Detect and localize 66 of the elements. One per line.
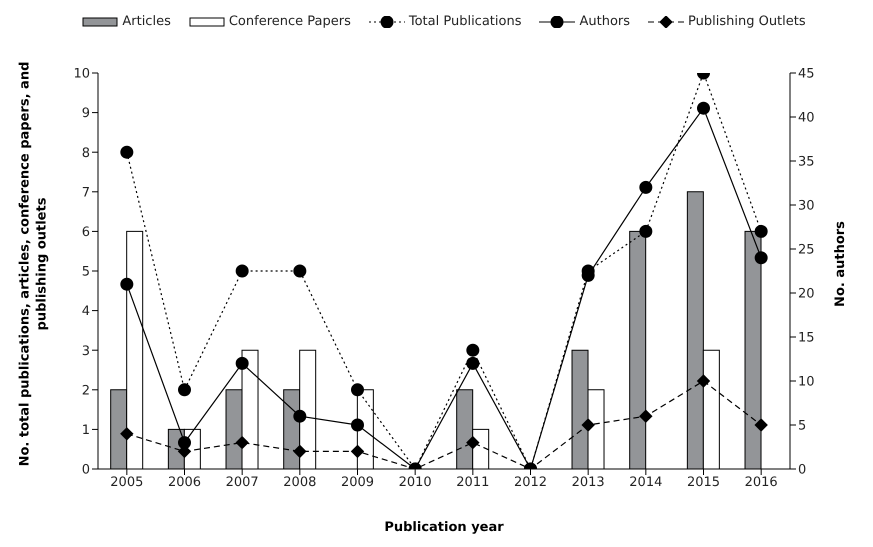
y-axis-title: No. total publications, articles, conference papers, and publishing outlets bbox=[16, 60, 50, 468]
x-tick-label: 2010 bbox=[398, 475, 432, 490]
x-tick-label: 2005 bbox=[110, 475, 144, 490]
x-tick-label: 2011 bbox=[456, 475, 490, 490]
x-tick-label: 2006 bbox=[168, 475, 202, 490]
point bbox=[120, 278, 134, 291]
x-tick-label: 2008 bbox=[283, 475, 316, 490]
x-tick-label: 2007 bbox=[226, 475, 259, 490]
legend-label: Authors bbox=[579, 14, 630, 29]
y-tick-label: 2 bbox=[82, 383, 90, 398]
x-tick-label: 2014 bbox=[629, 475, 662, 490]
point bbox=[178, 383, 191, 396]
legend-label: Articles bbox=[122, 14, 171, 29]
point bbox=[697, 102, 710, 115]
y-tick-label: 6 bbox=[82, 225, 90, 240]
point bbox=[351, 444, 364, 458]
y2-axis-title: No. authors bbox=[833, 220, 849, 308]
point bbox=[120, 146, 134, 159]
y-tick-label: 9 bbox=[82, 106, 90, 122]
y2-tick-label: 30 bbox=[798, 198, 815, 214]
point bbox=[754, 251, 768, 264]
y2-tick-label: 15 bbox=[798, 330, 815, 346]
point bbox=[697, 374, 710, 388]
point bbox=[236, 436, 249, 450]
point bbox=[120, 427, 134, 440]
y-tick-label: 10 bbox=[73, 66, 90, 82]
y2-tick-label: 25 bbox=[798, 242, 815, 258]
y2-tick-label: 5 bbox=[798, 418, 806, 434]
y-tick-label: 7 bbox=[82, 185, 90, 200]
point bbox=[639, 224, 652, 238]
x-tick-label: 2016 bbox=[744, 475, 778, 490]
x-tick-label: 2012 bbox=[514, 475, 548, 490]
y-tick-label: 1 bbox=[82, 423, 90, 438]
x-tick-label: 2009 bbox=[340, 475, 374, 490]
point bbox=[754, 224, 768, 238]
y2-tick-label: 10 bbox=[798, 374, 815, 390]
y-tick-label: 3 bbox=[82, 344, 90, 359]
legend-label: Conference Papers bbox=[228, 14, 351, 29]
y-tick-label: 5 bbox=[82, 264, 90, 280]
x-tick-label: 2013 bbox=[572, 475, 605, 490]
point bbox=[236, 356, 249, 370]
y-tick-label: 8 bbox=[82, 146, 90, 161]
point bbox=[351, 383, 364, 396]
point bbox=[582, 418, 595, 432]
x-tick-label: 2015 bbox=[686, 475, 720, 490]
y-tick-label: 4 bbox=[82, 304, 90, 320]
point bbox=[639, 180, 652, 194]
x-axis-title: Publication year bbox=[383, 520, 505, 535]
y2-tick-label: 45 bbox=[798, 66, 815, 82]
point bbox=[754, 418, 768, 432]
point bbox=[293, 410, 306, 423]
y2-tick-label: 20 bbox=[798, 286, 815, 302]
point bbox=[466, 356, 480, 370]
legend-label: Total Publications bbox=[408, 14, 522, 29]
legend-label: Publishing Outlets bbox=[688, 14, 806, 29]
y2-tick-label: 35 bbox=[798, 154, 815, 170]
point bbox=[293, 444, 306, 458]
point bbox=[466, 436, 480, 450]
point bbox=[293, 264, 306, 278]
y2-tick-label: 40 bbox=[798, 110, 815, 126]
y2-tick-label: 0 bbox=[798, 462, 806, 478]
y-tick-label: 0 bbox=[82, 462, 90, 478]
point bbox=[466, 344, 480, 357]
point bbox=[236, 264, 249, 278]
point bbox=[639, 410, 652, 423]
point bbox=[351, 418, 364, 432]
